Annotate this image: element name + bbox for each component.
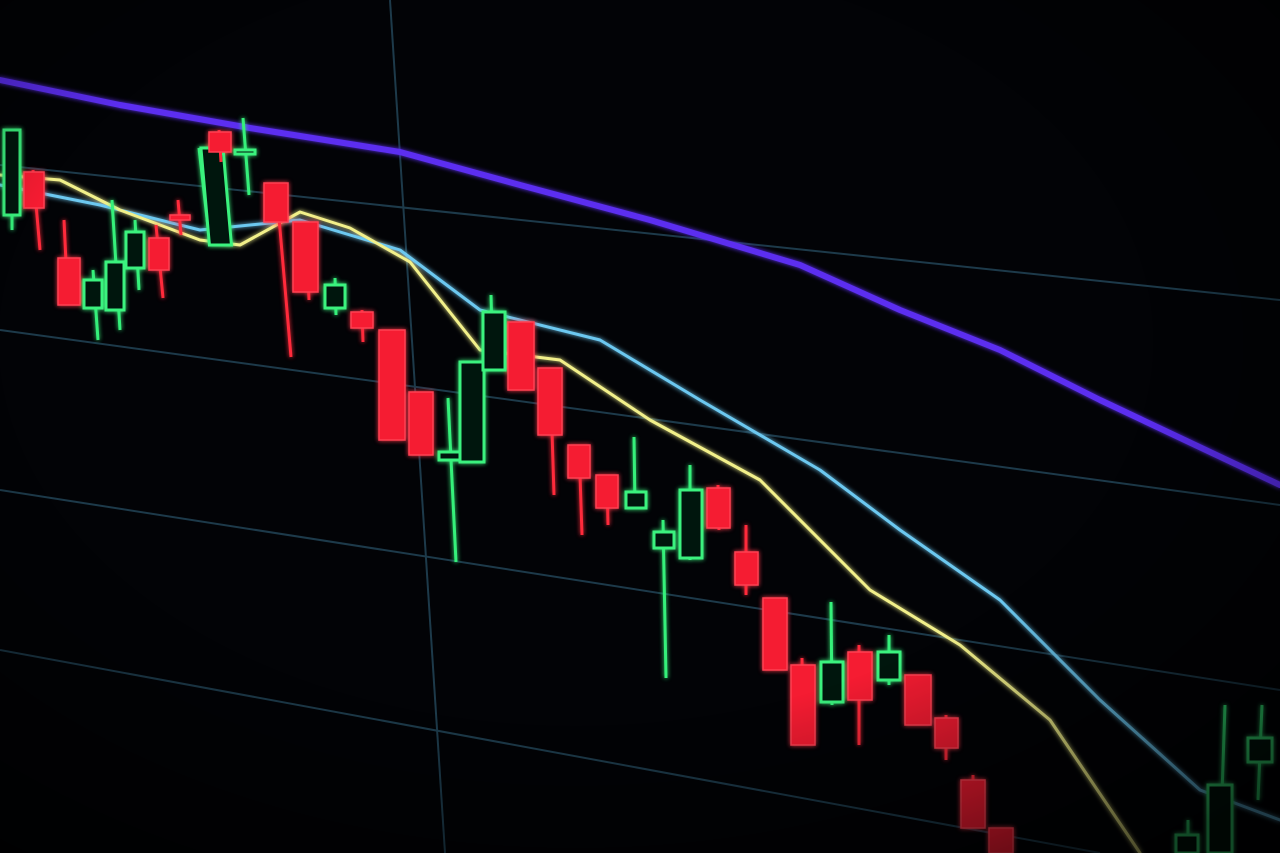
vignette (0, 0, 1280, 853)
photo (0, 0, 1280, 853)
body: (() => { const data = JSON.parse(documen… (0, 0, 1280, 853)
page: Candlestick screen photo {} html, body {… (0, 0, 1280, 853)
